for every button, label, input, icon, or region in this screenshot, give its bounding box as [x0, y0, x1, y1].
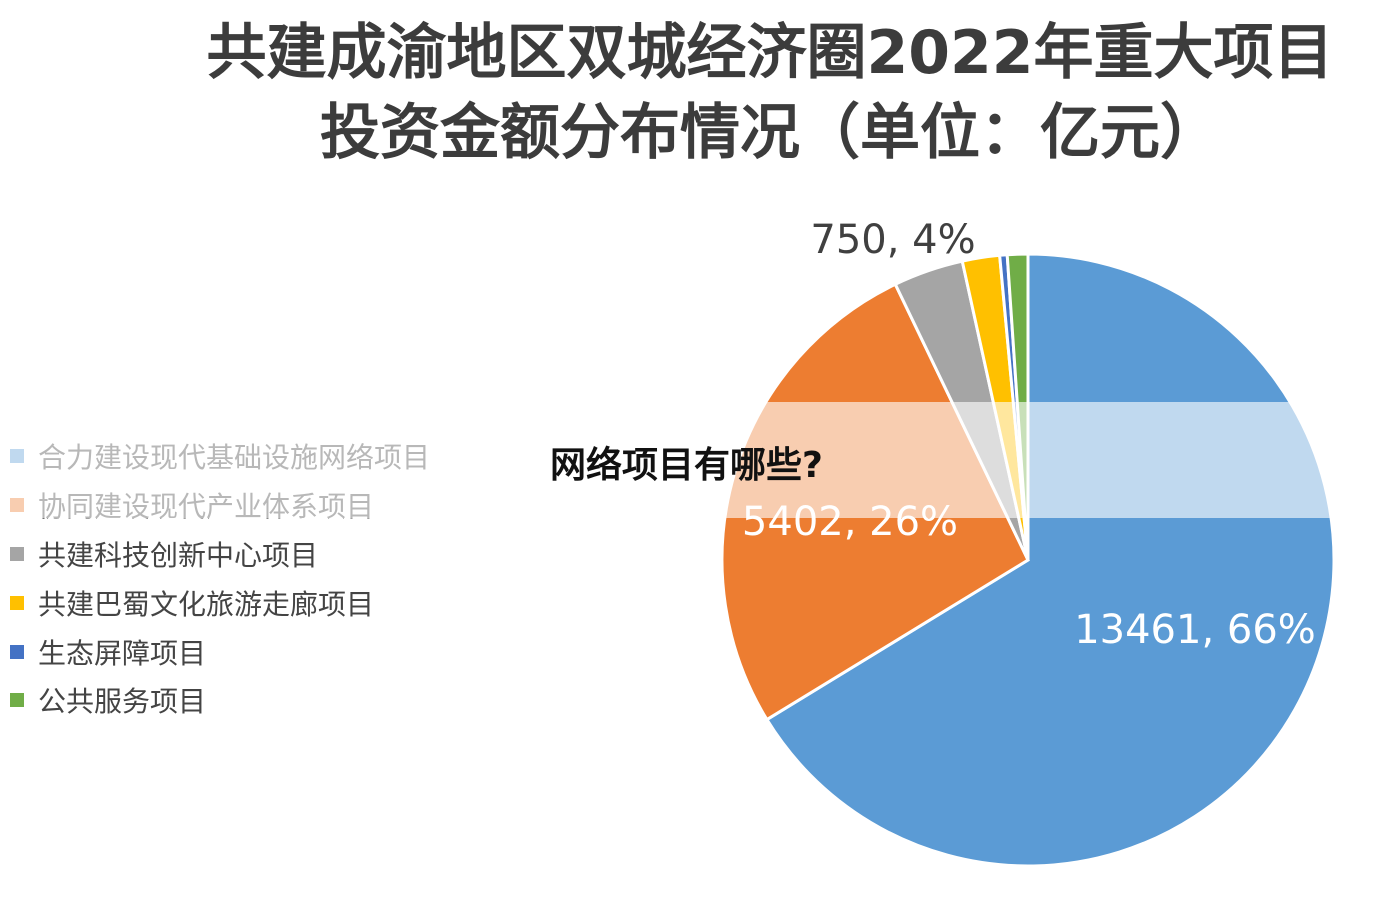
legend-item-3: 共建巴蜀文化旅游走廊项目 — [10, 578, 430, 627]
data-label-2: 750, 4% — [810, 217, 975, 263]
legend-label-3: 共建巴蜀文化旅游走廊项目 — [38, 587, 375, 621]
overlay-question: 网络项目有哪些? — [550, 445, 823, 486]
legend-label-2: 共建科技创新中心项目 — [38, 538, 319, 572]
legend-item-2: 共建科技创新中心项目 — [10, 530, 430, 579]
legend-swatch-5 — [10, 693, 24, 708]
chart-title-line2: 投资金额分布情况（单位：亿元） — [320, 98, 1220, 168]
data-label-0: 13461, 66% — [1074, 607, 1316, 653]
legend-item-5: 公共服务项目 — [10, 676, 430, 725]
legend-label-4: 生态屏障项目 — [38, 636, 207, 670]
overlay-band — [0, 402, 1376, 518]
legend-label-5: 公共服务项目 — [38, 685, 207, 719]
chart-title-line1: 共建成渝地区双城经济圈2022年重大项目 — [206, 18, 1334, 88]
legend-swatch-4 — [10, 644, 24, 659]
legend-swatch-3 — [10, 595, 24, 610]
legend-swatch-2 — [10, 546, 24, 561]
legend-item-4: 生态屏障项目 — [10, 627, 430, 676]
